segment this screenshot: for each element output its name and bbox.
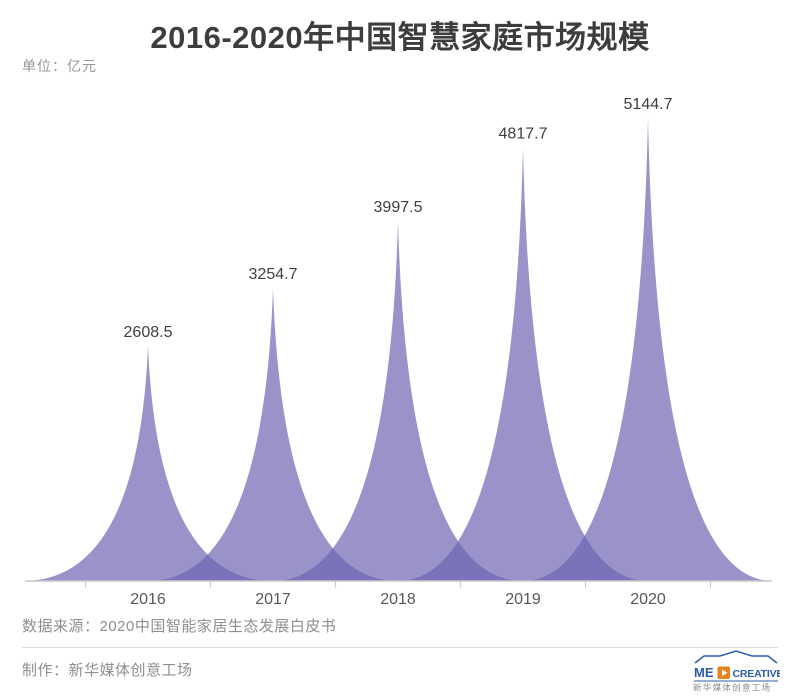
x-axis xyxy=(25,580,772,588)
peak-area-2019 xyxy=(398,147,648,581)
producer-credit: 制作：新华媒体创意工场 xyxy=(22,662,193,679)
value-label-2016: 2608.5 xyxy=(124,324,173,341)
page-title: 2016-2020年中国智慧家庭市场规模 xyxy=(150,20,650,55)
media-creative-logo: ME CREATIVE 新华媒体创意工场 xyxy=(693,650,781,693)
peak-area-2020 xyxy=(523,117,772,581)
peaks-group xyxy=(24,117,772,581)
unit-label: 单位：亿元 xyxy=(22,58,97,74)
x-tick-label-2018: 2018 xyxy=(380,591,416,608)
x-tick-label-2017: 2017 xyxy=(255,591,291,608)
value-label-2017: 3254.7 xyxy=(249,266,298,283)
market-size-peak-chart: 2608.5 2016 3254.7 2017 3997.5 2018 4817.7 2019… xyxy=(24,96,772,608)
peak-area-2018 xyxy=(273,221,523,581)
logo-roof-icon xyxy=(694,650,778,664)
x-tick-label-2016: 2016 xyxy=(130,591,166,608)
value-label-2019: 4817.7 xyxy=(499,125,548,142)
peak-area-2017 xyxy=(148,288,398,581)
chart-labels: 2608.5 2016 3254.7 2017 3997.5 2018 4817.7 2019… xyxy=(124,96,673,608)
x-tick-label-2019: 2019 xyxy=(505,591,541,608)
x-tick-label-2020: 2020 xyxy=(630,591,666,608)
play-icon xyxy=(722,669,728,676)
data-source-note: 数据来源：2020中国智能家居生态发展白皮书 xyxy=(22,618,337,635)
footer-divider xyxy=(22,647,778,648)
value-label-2018: 3997.5 xyxy=(374,199,423,216)
logo-text-right: CREATIVE xyxy=(733,668,781,680)
logo-text-left: ME xyxy=(694,665,714,680)
peak-area-2016 xyxy=(24,346,273,581)
logo-caption: 新华媒体创意工场 xyxy=(693,682,771,693)
value-label-2020: 5144.7 xyxy=(624,96,673,113)
